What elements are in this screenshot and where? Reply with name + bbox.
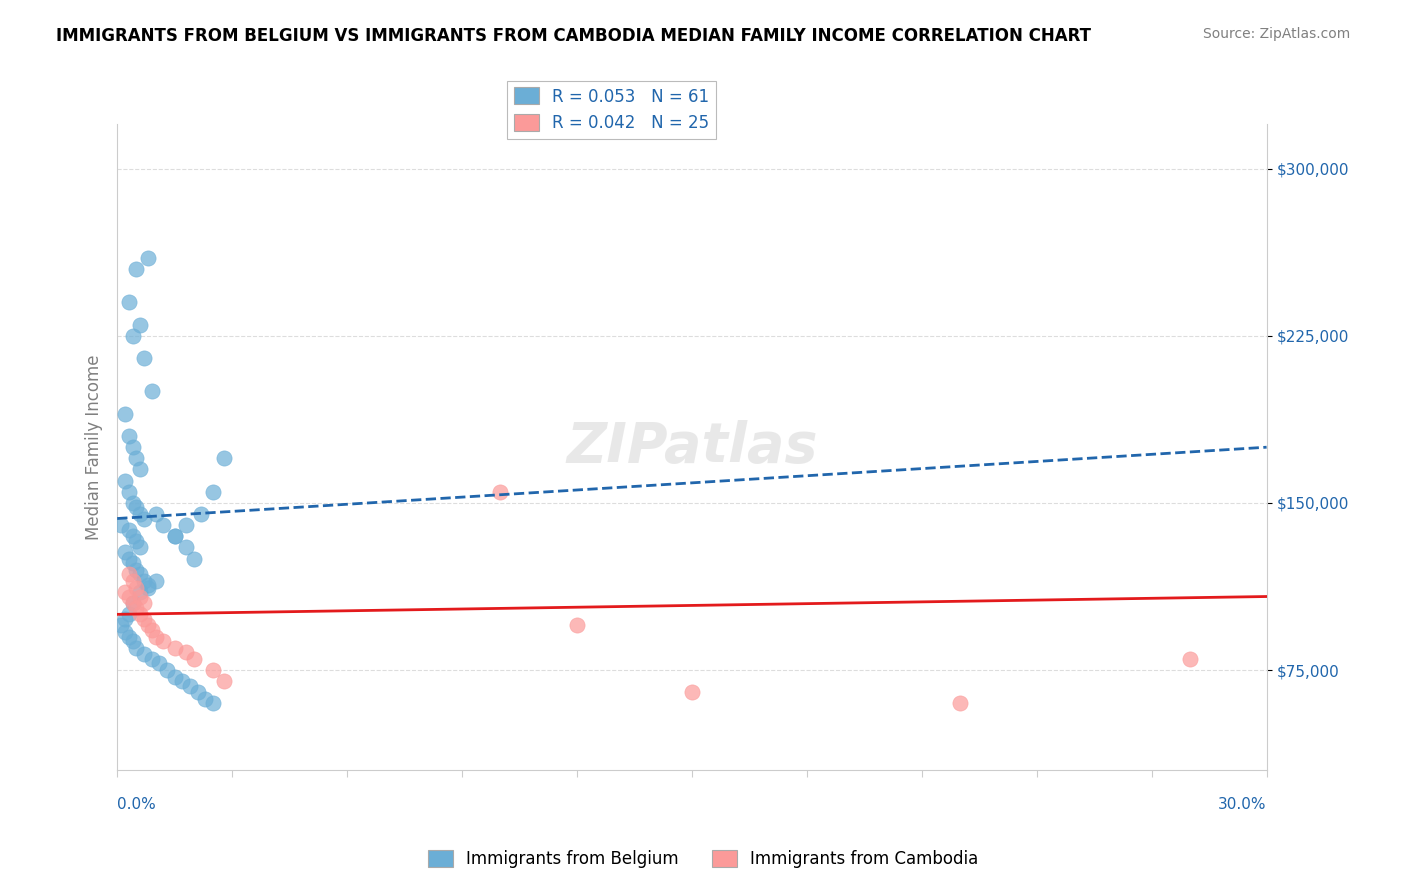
Point (114, 585, 136, 599)
Point (152, 634, 174, 648)
Point (214, 674, 236, 689)
Point (145, 507, 167, 521)
Point (136, 581, 159, 595)
Point (214, 451, 236, 466)
Point (489, 484, 512, 499)
Point (118, 630, 141, 644)
Point (132, 612, 155, 626)
Point (174, 645, 197, 659)
Point (118, 551, 141, 566)
Point (118, 484, 141, 499)
Point (201, 697, 224, 711)
Point (121, 496, 143, 510)
Point (172, 674, 194, 689)
Point (114, 612, 136, 626)
Point (141, 652, 163, 666)
Point (118, 295, 141, 310)
Point (121, 596, 143, 610)
Point (114, 625, 136, 640)
Point (125, 261, 148, 276)
Point (121, 328, 143, 343)
Point (183, 652, 205, 666)
Point (125, 563, 148, 577)
Point (118, 523, 141, 537)
Point (163, 670, 186, 684)
Point (125, 581, 148, 595)
Point (118, 429, 141, 443)
Point (681, 685, 703, 699)
Point (121, 574, 143, 588)
Point (121, 634, 143, 648)
Point (163, 529, 186, 543)
Y-axis label: Median Family Income: Median Family Income (86, 354, 103, 540)
Point (110, 618, 132, 632)
Point (183, 551, 205, 566)
Point (129, 507, 152, 521)
Point (1178, 652, 1201, 666)
Point (132, 596, 155, 610)
Point (118, 567, 141, 582)
Point (129, 318, 152, 332)
Point (125, 451, 148, 466)
Text: ZIPatlas: ZIPatlas (567, 420, 818, 475)
Point (121, 529, 143, 543)
Point (141, 623, 163, 637)
Point (565, 618, 588, 632)
Point (121, 596, 143, 610)
Point (129, 590, 152, 604)
Point (136, 618, 159, 632)
Point (118, 607, 141, 622)
Point (163, 640, 186, 655)
Text: 30.0%: 30.0% (1218, 797, 1267, 812)
Point (125, 533, 148, 548)
Point (136, 251, 159, 265)
Point (148, 657, 170, 671)
Point (129, 585, 152, 599)
Text: 0.0%: 0.0% (117, 797, 156, 812)
Point (201, 484, 224, 499)
Text: IMMIGRANTS FROM BELGIUM VS IMMIGRANTS FROM CAMBODIA MEDIAN FAMILY INCOME CORRELA: IMMIGRANTS FROM BELGIUM VS IMMIGRANTS FR… (56, 27, 1091, 45)
Point (129, 607, 152, 622)
Point (114, 407, 136, 421)
Point (121, 440, 143, 454)
Point (125, 600, 148, 615)
Point (152, 518, 174, 533)
Point (174, 541, 197, 555)
Point (156, 663, 179, 677)
Point (129, 567, 152, 582)
Point (201, 663, 224, 677)
Point (132, 511, 155, 525)
Legend: Immigrants from Belgium, Immigrants from Cambodia: Immigrants from Belgium, Immigrants from… (420, 843, 986, 875)
Point (121, 556, 143, 570)
Point (145, 574, 167, 588)
Point (179, 679, 201, 693)
Point (125, 500, 148, 515)
Text: Source: ZipAtlas.com: Source: ZipAtlas.com (1202, 27, 1350, 41)
Point (110, 518, 132, 533)
Point (136, 578, 159, 592)
Point (129, 541, 152, 555)
Point (132, 351, 155, 365)
Point (949, 697, 972, 711)
Point (114, 545, 136, 559)
Point (141, 384, 163, 399)
Point (118, 590, 141, 604)
Point (114, 474, 136, 488)
Point (132, 648, 155, 662)
Point (174, 518, 197, 533)
Point (163, 529, 186, 543)
Point (129, 462, 152, 476)
Legend: R = 0.053   N = 61, R = 0.042   N = 25: R = 0.053 N = 61, R = 0.042 N = 25 (508, 80, 716, 138)
Point (145, 630, 167, 644)
Point (187, 685, 209, 699)
Point (125, 640, 148, 655)
Point (190, 507, 212, 521)
Point (132, 574, 155, 588)
Point (194, 692, 217, 706)
